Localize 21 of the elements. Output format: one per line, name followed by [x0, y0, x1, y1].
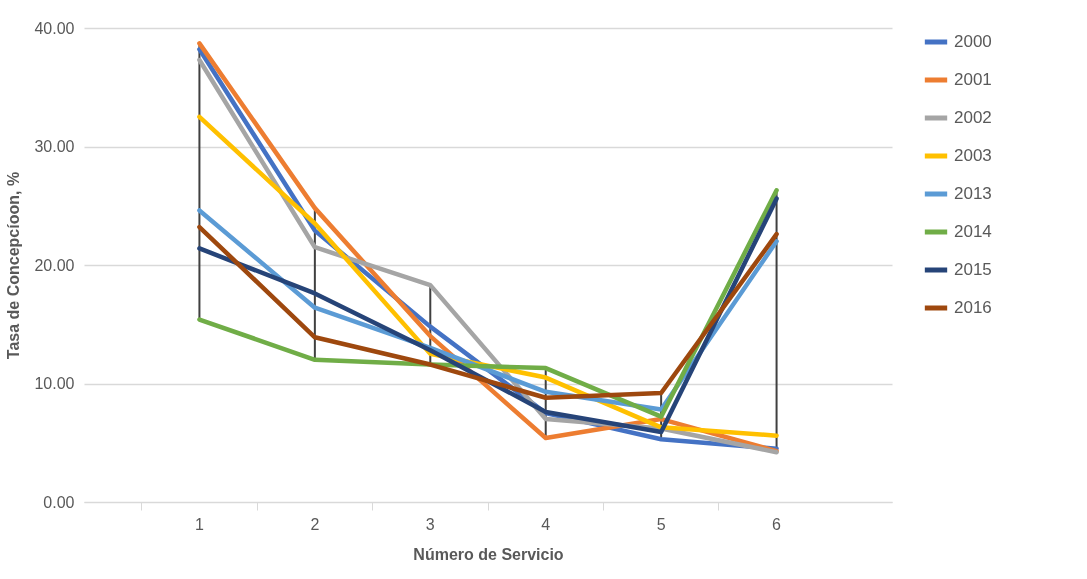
legend-label: 2003 [954, 146, 992, 165]
y-tick-label: 30.00 [34, 138, 75, 155]
y-tick-label: 20.00 [34, 256, 75, 274]
legend-label: 2014 [954, 222, 992, 241]
legend-label: 2001 [954, 70, 992, 89]
y-tick-label: 0.00 [43, 493, 75, 511]
x-tick-label: 1 [194, 515, 204, 533]
x-tick-label: 3 [425, 515, 435, 533]
x-tick-label: 5 [656, 515, 666, 533]
y-tick-label: 40.00 [34, 19, 75, 37]
legend-label: 2002 [954, 108, 992, 127]
legend-label: 2000 [954, 32, 992, 51]
x-tick-label: 4 [541, 515, 551, 533]
x-tick-label: 6 [772, 515, 782, 533]
y-tick-label: 10.00 [34, 375, 75, 392]
x-axis-title: Número de Servicio [413, 545, 564, 563]
y-axis-title: Tasa de Concepcíoon, % [5, 171, 23, 360]
legend-label: 2016 [954, 298, 992, 317]
x-tick-label: 2 [310, 515, 320, 533]
legend-label: 2013 [954, 184, 992, 203]
legend-label: 2015 [954, 260, 992, 279]
